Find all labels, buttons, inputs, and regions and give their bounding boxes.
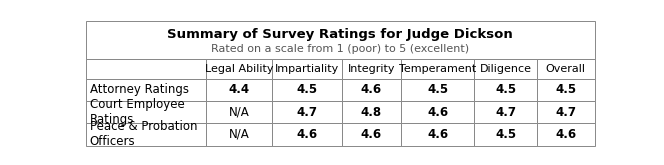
Bar xyxy=(86,101,206,123)
Bar xyxy=(206,123,272,146)
Text: Legal Ability: Legal Ability xyxy=(205,64,274,74)
Text: 4.7: 4.7 xyxy=(495,106,516,119)
Bar xyxy=(342,79,400,101)
Bar xyxy=(475,101,537,123)
Text: 4.6: 4.6 xyxy=(427,128,448,141)
Bar xyxy=(86,59,206,79)
Text: Integrity: Integrity xyxy=(348,64,395,74)
Bar xyxy=(272,123,342,146)
Bar xyxy=(86,79,206,101)
Text: 4.6: 4.6 xyxy=(361,83,382,97)
Bar xyxy=(475,59,537,79)
Text: Temperament: Temperament xyxy=(399,64,476,74)
Bar xyxy=(342,59,400,79)
Text: 4.5: 4.5 xyxy=(297,83,318,97)
Bar xyxy=(400,59,475,79)
Bar xyxy=(537,123,595,146)
Bar xyxy=(400,101,475,123)
Text: 4.6: 4.6 xyxy=(361,128,382,141)
Text: N/A: N/A xyxy=(229,106,250,119)
Bar xyxy=(342,101,400,123)
Text: 4.5: 4.5 xyxy=(495,128,516,141)
Text: 4.5: 4.5 xyxy=(495,83,516,97)
Bar xyxy=(206,59,272,79)
Text: Rated on a scale from 1 (poor) to 5 (excellent): Rated on a scale from 1 (poor) to 5 (exc… xyxy=(211,44,469,53)
Text: 4.5: 4.5 xyxy=(427,83,448,97)
Bar xyxy=(86,21,595,59)
Text: Impartiality: Impartiality xyxy=(275,64,339,74)
Text: 4.6: 4.6 xyxy=(297,128,318,141)
Text: 4.5: 4.5 xyxy=(555,83,576,97)
Bar xyxy=(206,79,272,101)
Text: 4.7: 4.7 xyxy=(297,106,318,119)
Bar xyxy=(475,123,537,146)
Text: 4.7: 4.7 xyxy=(555,106,576,119)
Bar xyxy=(537,101,595,123)
Text: 4.6: 4.6 xyxy=(555,128,576,141)
Text: 4.8: 4.8 xyxy=(361,106,382,119)
Text: 4.6: 4.6 xyxy=(427,106,448,119)
Bar xyxy=(537,59,595,79)
Bar xyxy=(400,123,475,146)
Text: 4.4: 4.4 xyxy=(228,83,250,97)
Text: N/A: N/A xyxy=(229,128,250,141)
Text: Summary of Survey Ratings for Judge Dickson: Summary of Survey Ratings for Judge Dick… xyxy=(167,28,513,41)
Text: Peace & Probation
Officers: Peace & Probation Officers xyxy=(90,120,197,148)
Bar xyxy=(86,123,206,146)
Text: Court Employee
Ratings: Court Employee Ratings xyxy=(90,98,185,126)
Bar xyxy=(537,79,595,101)
Bar xyxy=(206,101,272,123)
Text: Diligence: Diligence xyxy=(479,64,532,74)
Bar xyxy=(272,79,342,101)
Bar xyxy=(400,79,475,101)
Bar xyxy=(342,123,400,146)
Bar xyxy=(272,59,342,79)
Text: Overall: Overall xyxy=(546,64,586,74)
Bar xyxy=(272,101,342,123)
Text: Attorney Ratings: Attorney Ratings xyxy=(90,83,189,97)
Bar xyxy=(475,79,537,101)
